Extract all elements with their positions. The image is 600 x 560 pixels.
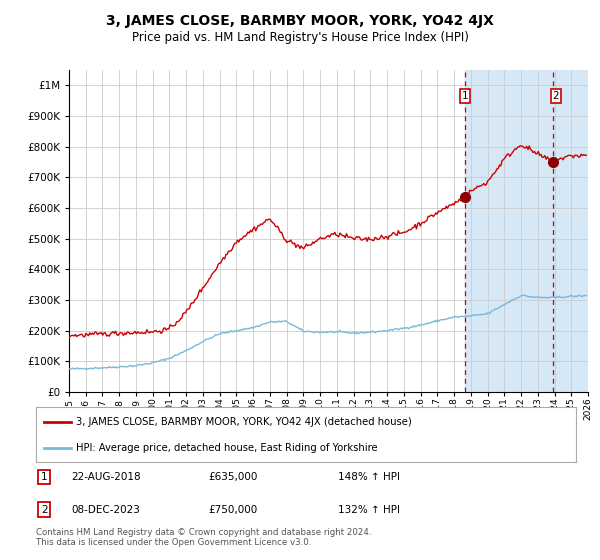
Text: 08-DEC-2023: 08-DEC-2023	[71, 505, 140, 515]
Text: 3, JAMES CLOSE, BARMBY MOOR, YORK, YO42 4JX: 3, JAMES CLOSE, BARMBY MOOR, YORK, YO42 …	[106, 14, 494, 28]
Text: £750,000: £750,000	[209, 505, 258, 515]
Text: 148% ↑ HPI: 148% ↑ HPI	[338, 472, 400, 482]
Text: Contains HM Land Registry data © Crown copyright and database right 2024.
This d: Contains HM Land Registry data © Crown c…	[36, 528, 371, 547]
Text: 2: 2	[553, 91, 559, 101]
Text: 132% ↑ HPI: 132% ↑ HPI	[338, 505, 400, 515]
Text: 1: 1	[461, 91, 468, 101]
Text: 3, JAMES CLOSE, BARMBY MOOR, YORK, YO42 4JX (detached house): 3, JAMES CLOSE, BARMBY MOOR, YORK, YO42 …	[77, 418, 412, 427]
Text: 1: 1	[41, 472, 47, 482]
Text: 22-AUG-2018: 22-AUG-2018	[71, 472, 141, 482]
Text: 2: 2	[41, 505, 47, 515]
Text: Price paid vs. HM Land Registry's House Price Index (HPI): Price paid vs. HM Land Registry's House …	[131, 31, 469, 44]
Text: £635,000: £635,000	[209, 472, 258, 482]
Bar	[465, 70, 596, 392]
Text: HPI: Average price, detached house, East Riding of Yorkshire: HPI: Average price, detached house, East…	[77, 444, 378, 453]
